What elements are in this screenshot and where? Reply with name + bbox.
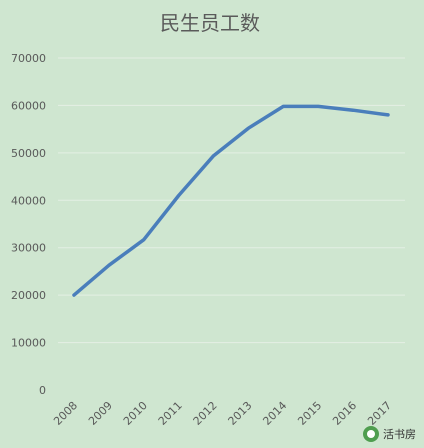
series-line <box>72 104 390 297</box>
x-axis-ticks: 2008 2009 2010 2011 2012 2013 2014 2015 2016 2017 <box>51 399 394 428</box>
y-tick-label: 30000 <box>11 242 46 255</box>
series-layer <box>72 104 390 297</box>
y-tick-label: 20000 <box>11 289 46 302</box>
x-tick-label: 2009 <box>86 399 115 428</box>
data-point <box>212 154 215 157</box>
x-tick-label: 2016 <box>330 399 359 428</box>
x-tick-label: 2008 <box>51 399 80 428</box>
watermark-text: 活书房 <box>383 428 416 441</box>
data-point <box>351 108 355 112</box>
x-tick-label: 2012 <box>191 399 220 428</box>
data-point <box>247 126 250 130</box>
chart-title: 民生员工数 <box>160 11 260 35</box>
x-tick-label: 2017 <box>365 399 394 428</box>
data-point <box>177 194 180 197</box>
x-tick-label: 2013 <box>226 399 255 428</box>
data-point <box>72 293 76 297</box>
data-point <box>107 264 111 267</box>
data-point <box>142 238 145 241</box>
y-tick-label: 50000 <box>11 147 46 160</box>
y-axis-ticks: 0 10000 20000 30000 40000 50000 60000 70000 <box>11 52 46 397</box>
watermark: 活书房 <box>363 426 416 442</box>
x-tick-label: 2010 <box>121 399 150 428</box>
y-tick-label: 0 <box>39 384 46 397</box>
x-tick-label: 2015 <box>295 399 324 428</box>
x-tick-label: 2014 <box>260 399 289 428</box>
data-point <box>317 105 320 108</box>
data-point <box>282 105 285 108</box>
y-tick-label: 70000 <box>11 52 46 65</box>
y-tick-label: 40000 <box>11 194 46 207</box>
gridlines <box>58 57 405 344</box>
y-tick-label: 60000 <box>11 99 46 112</box>
y-tick-label: 10000 <box>11 337 46 350</box>
x-tick-label: 2011 <box>156 399 185 428</box>
wechat-icon <box>363 426 379 442</box>
data-point <box>386 113 390 117</box>
